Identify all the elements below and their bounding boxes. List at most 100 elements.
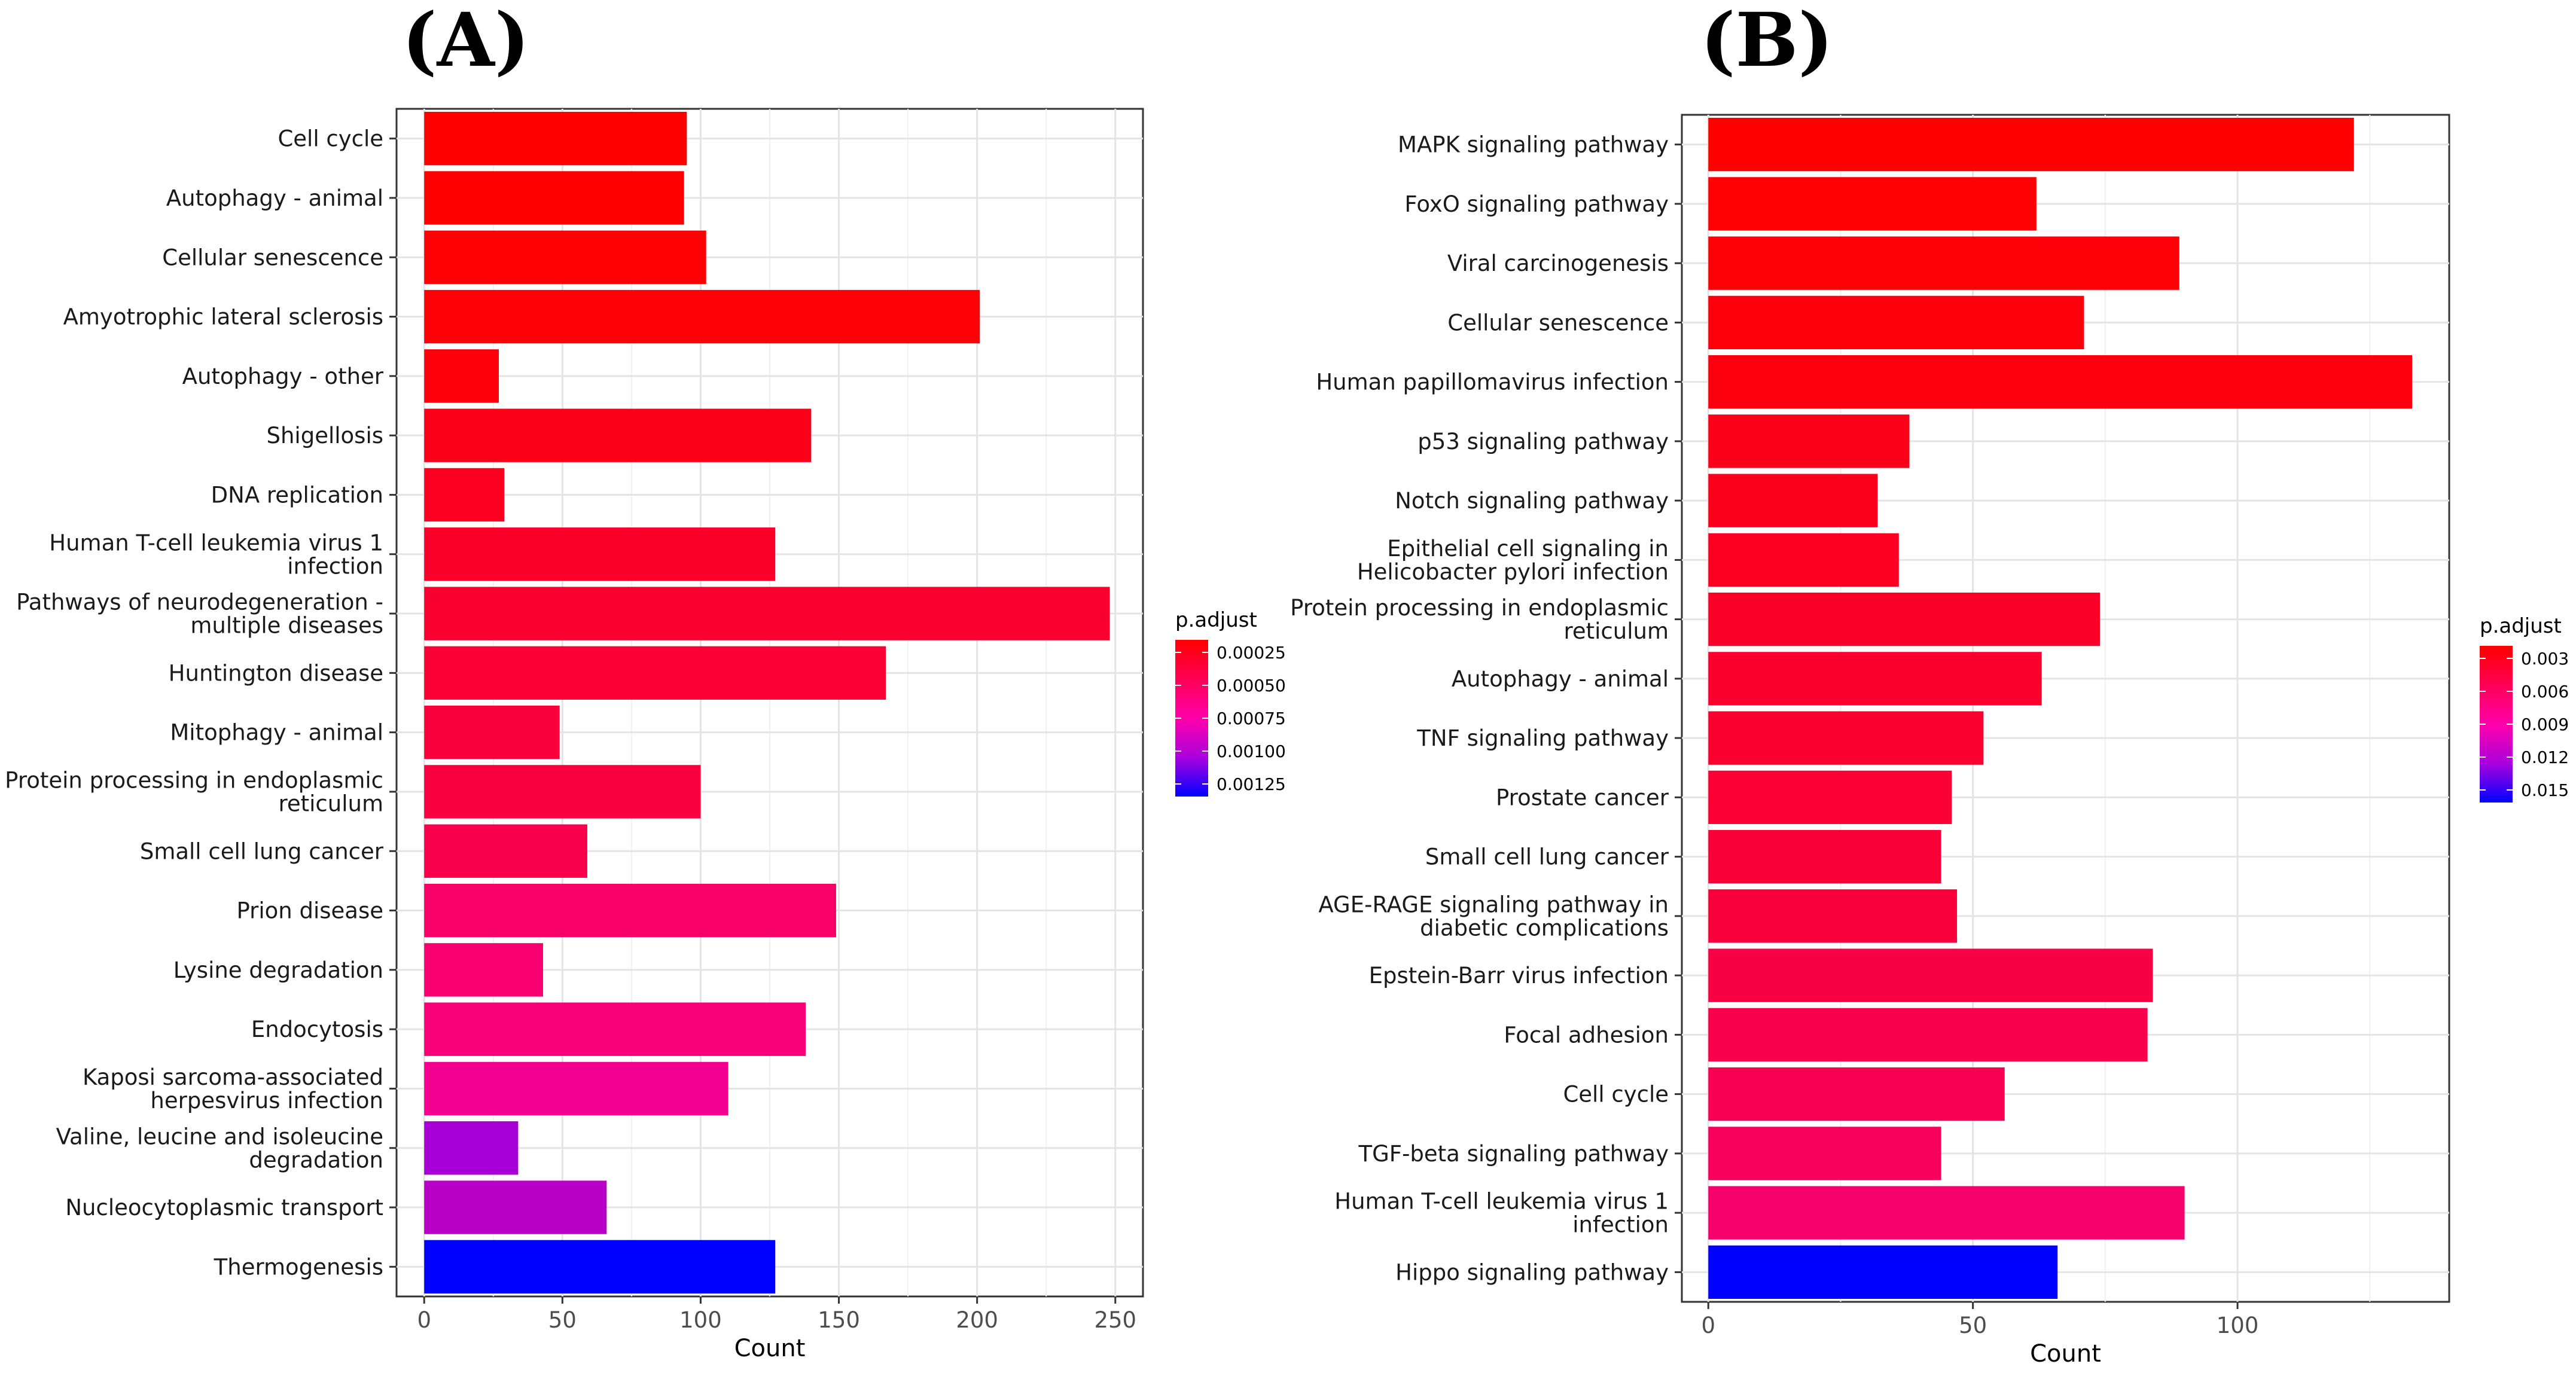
legend: p.adjust 0.00025 0.00050 0.00075 0.00100 0.00… bbox=[1175, 608, 1286, 797]
bar bbox=[1708, 295, 2084, 350]
legend-tick-label: 0.00025 bbox=[1217, 643, 1286, 663]
plot-area bbox=[1681, 114, 2450, 1303]
category-label: Autophagy - other bbox=[182, 364, 384, 389]
bar bbox=[424, 289, 980, 344]
bar bbox=[424, 705, 560, 759]
category-label: TGF-beta signaling pathway bbox=[1358, 1141, 1669, 1167]
x-tick-label: 100 bbox=[2217, 1313, 2259, 1338]
category-label: Human papillomavirus infection bbox=[1316, 370, 1669, 395]
category-label: Human T-cell leukemia virus 1 infection bbox=[49, 530, 383, 579]
bar bbox=[1708, 948, 2153, 1002]
category-label: Notch signaling pathway bbox=[1395, 488, 1669, 514]
x-tick-label: 50 bbox=[548, 1307, 577, 1333]
bar bbox=[1708, 1127, 1941, 1180]
legend: p.adjust 0.003 0.006 0.009 0.012 0.015 bbox=[2480, 614, 2569, 803]
legend-tick-label: 0.003 bbox=[2521, 649, 2569, 669]
x-axis-title: Count bbox=[734, 1335, 806, 1362]
category-label: Mitophagy - animal bbox=[170, 720, 383, 746]
bar bbox=[424, 1061, 728, 1116]
bar bbox=[1708, 1186, 2185, 1240]
category-label: Thermogenesis bbox=[214, 1254, 383, 1280]
x-tick-label: 50 bbox=[1959, 1313, 1987, 1338]
bar bbox=[1708, 236, 2179, 290]
bar bbox=[1708, 1245, 2058, 1299]
category-label: Protein processing in endoplasmic reticul… bbox=[1290, 595, 1669, 644]
category-label: Kaposi sarcoma-associated herpesvirus inf… bbox=[83, 1064, 383, 1113]
category-label: Hippo signaling pathway bbox=[1395, 1259, 1669, 1285]
category-label: Small cell lung cancer bbox=[1425, 844, 1669, 870]
bar bbox=[424, 111, 687, 166]
category-label: Autophagy - animal bbox=[1452, 666, 1669, 692]
legend-tick-label: 0.009 bbox=[2521, 715, 2569, 734]
bar bbox=[1708, 652, 2042, 706]
x-axis-title: Count bbox=[2030, 1340, 2101, 1368]
bar bbox=[424, 527, 776, 581]
category-label: Cellular senescence bbox=[162, 245, 383, 270]
legend-tick-label: 0.00125 bbox=[1217, 774, 1286, 794]
category-label: Nucleocytoplasmic transport bbox=[65, 1195, 383, 1221]
category-label: Autophagy - animal bbox=[166, 185, 383, 211]
category-label: Focal adhesion bbox=[1504, 1022, 1669, 1048]
legend-title: p.adjust bbox=[1175, 608, 1257, 632]
bar bbox=[424, 765, 701, 819]
x-tick-label: 250 bbox=[1094, 1307, 1136, 1333]
bar bbox=[1708, 355, 2413, 409]
bar bbox=[1708, 889, 1958, 943]
bar bbox=[424, 408, 812, 462]
chart-panel-a: Cell cycle Autophagy - animal Cellular sen… bbox=[5, 108, 1286, 1362]
category-label: FoxO signaling pathway bbox=[1404, 191, 1669, 217]
bar bbox=[424, 824, 587, 878]
category-label: Pathways of neurodegeneration -multiple … bbox=[16, 590, 383, 639]
category-label: Epithelial cell signaling in Helicobacter… bbox=[1357, 536, 1669, 585]
category-label: MAPK signaling pathway bbox=[1398, 132, 1669, 158]
category-label: Huntington disease bbox=[169, 660, 383, 686]
category-label: Cell cycle bbox=[278, 126, 383, 152]
bar bbox=[1708, 1008, 2148, 1062]
category-label: p53 signaling pathway bbox=[1417, 429, 1669, 454]
category-label: Lysine degradation bbox=[173, 957, 383, 983]
bar bbox=[424, 349, 499, 403]
bar bbox=[1708, 414, 1910, 468]
category-label: TNF signaling pathway bbox=[1416, 725, 1669, 751]
category-label: Protein processing in endoplasmic reticul… bbox=[5, 767, 383, 816]
bar bbox=[1708, 829, 1941, 884]
bar bbox=[424, 1121, 519, 1175]
bar bbox=[1708, 592, 2101, 646]
category-label: Amyotrophic lateral sclerosis bbox=[63, 304, 383, 330]
x-tick-label: 200 bbox=[956, 1307, 998, 1333]
category-label: AGE-RAGE signaling pathway in diabetic co… bbox=[1318, 892, 1669, 941]
x-tick-label: 0 bbox=[417, 1307, 431, 1333]
category-label: Small cell lung cancer bbox=[140, 838, 384, 864]
bar bbox=[424, 943, 543, 997]
category-label: Prion disease bbox=[236, 898, 383, 924]
bar bbox=[1708, 177, 2037, 231]
x-tick-label: 0 bbox=[1701, 1313, 1715, 1338]
bar bbox=[424, 171, 684, 225]
bar bbox=[424, 1180, 607, 1234]
chart-panel-b: MAPK signaling pathway FoxO signaling pat… bbox=[1290, 114, 2569, 1368]
category-label: Cell cycle bbox=[1563, 1082, 1669, 1107]
legend-tick-label: 0.00100 bbox=[1217, 742, 1286, 761]
bar bbox=[424, 883, 836, 938]
category-label: Viral carcinogenesis bbox=[1447, 251, 1669, 276]
x-tick-label: 150 bbox=[818, 1307, 860, 1333]
category-label: Shigellosis bbox=[267, 423, 384, 448]
category-label: Cellular senescence bbox=[1447, 310, 1669, 335]
x-tick-label: 100 bbox=[679, 1307, 722, 1333]
bar bbox=[424, 230, 706, 284]
legend-tick-label: 0.012 bbox=[2521, 747, 2569, 767]
legend-tick-label: 0.006 bbox=[2521, 682, 2569, 701]
category-label: Epstein-Barr virus infection bbox=[1369, 963, 1669, 988]
bar bbox=[424, 646, 886, 700]
category-label: Prostate cancer bbox=[1496, 785, 1669, 810]
panel-b-letter: (B) bbox=[1700, 0, 1833, 84]
bar bbox=[1708, 711, 1984, 765]
category-label: DNA replication bbox=[211, 482, 383, 508]
bar bbox=[424, 468, 505, 522]
bar bbox=[1708, 474, 1878, 527]
legend-tick-label: 0.00050 bbox=[1217, 676, 1286, 695]
legend-title: p.adjust bbox=[2480, 614, 2562, 638]
category-label: Human T-cell leukemia virus 1 infection bbox=[1334, 1189, 1669, 1238]
bar bbox=[1708, 117, 2354, 172]
